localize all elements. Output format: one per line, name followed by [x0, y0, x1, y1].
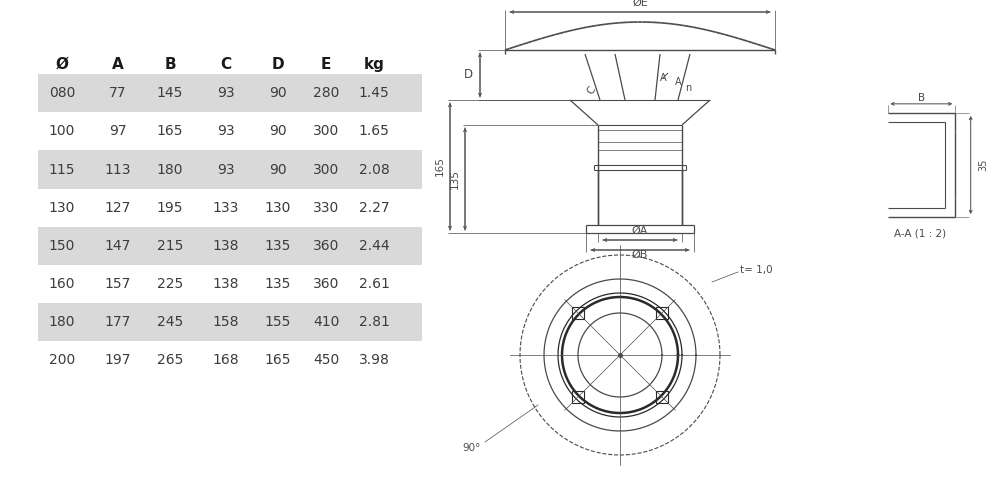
Text: 2.44: 2.44 [359, 239, 389, 253]
Text: 93: 93 [217, 86, 235, 101]
Text: n: n [685, 83, 691, 93]
Text: 1.65: 1.65 [359, 124, 389, 138]
Text: 135: 135 [265, 277, 291, 291]
Text: 113: 113 [105, 162, 131, 176]
Text: 1.45: 1.45 [359, 86, 389, 101]
Text: 138: 138 [213, 239, 239, 253]
Text: 168: 168 [213, 353, 239, 367]
Text: 225: 225 [157, 277, 183, 291]
Text: 145: 145 [157, 86, 183, 101]
Text: 195: 195 [157, 200, 183, 214]
Text: ØA: ØA [632, 226, 648, 236]
Text: B: B [918, 93, 925, 103]
Bar [38, 265, 422, 303]
Text: 130: 130 [265, 200, 291, 214]
Text: 90: 90 [269, 162, 287, 176]
Text: 77: 77 [109, 86, 127, 101]
Text: 135: 135 [265, 239, 291, 253]
Text: 100: 100 [49, 124, 75, 138]
Text: 300: 300 [313, 124, 339, 138]
Text: 130: 130 [49, 200, 75, 214]
Text: ØE: ØE [632, 0, 648, 8]
Text: 158: 158 [213, 315, 239, 329]
Bar [38, 303, 422, 341]
Text: 97: 97 [109, 124, 127, 138]
Text: 135: 135 [450, 169, 460, 189]
Text: 90: 90 [269, 124, 287, 138]
Text: 90°: 90° [463, 443, 481, 453]
Text: 180: 180 [49, 315, 75, 329]
Text: t= 1,0: t= 1,0 [740, 265, 773, 275]
Bar [38, 112, 422, 150]
Bar [38, 74, 422, 112]
Text: 330: 330 [313, 200, 339, 214]
Text: 150: 150 [49, 239, 75, 253]
Text: 165: 165 [435, 156, 445, 176]
Text: D: D [463, 68, 473, 82]
Text: 147: 147 [105, 239, 131, 253]
Text: B: B [164, 57, 176, 72]
Text: A-A (1 : 2): A-A (1 : 2) [894, 228, 946, 238]
Text: 165: 165 [157, 124, 183, 138]
Text: A: A [112, 57, 124, 72]
Text: ØB: ØB [632, 250, 648, 260]
Text: 280: 280 [313, 86, 339, 101]
Text: 245: 245 [157, 315, 183, 329]
Text: 197: 197 [105, 353, 131, 367]
Text: 2.27: 2.27 [359, 200, 389, 214]
Text: 160: 160 [49, 277, 75, 291]
Text: 410: 410 [313, 315, 339, 329]
Text: 360: 360 [313, 277, 339, 291]
Text: 450: 450 [313, 353, 339, 367]
Text: 360: 360 [313, 239, 339, 253]
Text: 157: 157 [105, 277, 131, 291]
Text: 93: 93 [217, 162, 235, 176]
Text: 155: 155 [265, 315, 291, 329]
Text: 2.08: 2.08 [359, 162, 389, 176]
Text: A: A [660, 73, 666, 83]
Text: 080: 080 [49, 86, 75, 101]
Text: 90: 90 [269, 86, 287, 101]
Text: 133: 133 [213, 200, 239, 214]
Text: 138: 138 [213, 277, 239, 291]
Text: 2.61: 2.61 [359, 277, 389, 291]
Text: 3.98: 3.98 [359, 353, 389, 367]
Text: 115: 115 [49, 162, 75, 176]
Bar [38, 150, 422, 188]
Text: A: A [675, 77, 681, 87]
Text: kg: kg [364, 57, 384, 72]
Bar [38, 341, 422, 380]
Text: C: C [586, 84, 598, 96]
Bar [38, 227, 422, 265]
Bar [38, 188, 422, 227]
Text: E: E [321, 57, 331, 72]
Text: 93: 93 [217, 124, 235, 138]
Text: 265: 265 [157, 353, 183, 367]
Text: D: D [272, 57, 284, 72]
Text: 177: 177 [105, 315, 131, 329]
Text: 200: 200 [49, 353, 75, 367]
Text: Ø: Ø [56, 57, 68, 72]
Text: 127: 127 [105, 200, 131, 214]
Text: 2.81: 2.81 [359, 315, 389, 329]
Text: 215: 215 [157, 239, 183, 253]
Text: 180: 180 [157, 162, 183, 176]
Text: 35: 35 [979, 159, 989, 171]
Text: C: C [220, 57, 232, 72]
Text: 300: 300 [313, 162, 339, 176]
Text: 165: 165 [265, 353, 291, 367]
